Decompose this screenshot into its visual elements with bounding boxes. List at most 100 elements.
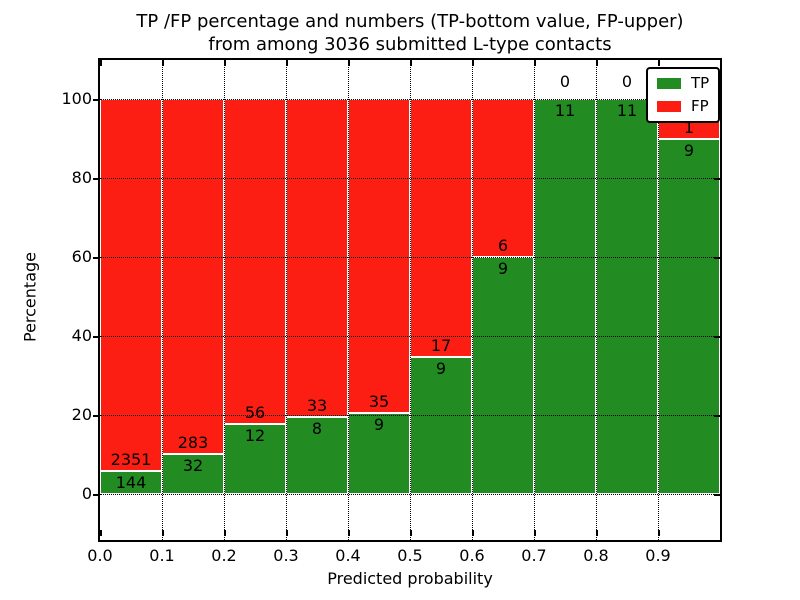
bar-count-label-tp: 144 [115,473,147,493]
x-tick-mark-top [286,60,288,66]
bar-segment-tp [162,453,224,494]
bar-segment-tp [472,257,534,494]
x-tick-mark-top [472,60,474,66]
bar-count-label-fp: 6 [497,236,509,255]
bar-segment-tp [100,471,162,494]
bar-segment-tp [596,99,658,494]
bar-count-label-fp: 33 [306,395,328,415]
x-tick-mark-top [534,60,536,66]
bar-count-label-tp: 11 [554,101,576,120]
gridline-vertical [534,60,535,540]
y-tick-mark-right [714,494,720,496]
y-tick-mark-right [714,178,720,180]
y-tick-label: 80 [71,168,92,187]
x-tick-mark-top [348,60,350,66]
chart-title-line1: TP /FP percentage and numbers (TP-bottom… [136,11,684,32]
bar-count-label-fp: 0 [621,72,633,91]
x-tick-label: 0.0 [87,546,113,565]
plot-area: 2351 144 283 32 56 12 33 8 35 9 17 9 6 9 0 11 0 11 1 9 TP FP [93,58,722,542]
y-tick-mark-right [714,257,720,259]
bar-count-label-fp: 283 [177,432,209,452]
x-tick-label: 0.9 [645,546,671,565]
bar-segment-fp [100,99,162,472]
x-tick-mark-top [410,60,412,66]
bar-segment-fp [162,99,224,454]
bar-segment-tp [658,138,720,494]
y-tick-mark-left [93,336,99,338]
bar-count-label-tp: 11 [616,101,638,120]
bar-count-label-fp: 1 [683,117,695,137]
x-tick-mark-bottom [658,530,660,536]
gridline-vertical [286,60,287,540]
legend: TP FP [646,67,721,123]
x-tick-label: 0.5 [397,546,423,565]
y-tick-label: 60 [71,247,92,266]
gridline-vertical [348,60,349,540]
x-tick-mark-bottom [348,530,350,536]
y-tick-mark-left [93,415,99,417]
x-tick-mark-top [224,60,226,66]
bar-count-label-tp: 9 [435,359,447,379]
y-tick-mark-right [714,336,720,338]
bar-count-label-tp: 9 [683,140,695,160]
x-tick-mark-top [162,60,164,66]
legend-entry-fp: FP [657,99,709,114]
y-axis-title: Percentage [20,251,40,343]
bar-count-label-fp: 35 [368,392,390,412]
bar-count-label-fp: 0 [559,72,571,91]
legend-label-tp: TP [691,74,710,92]
gridline-vertical [658,60,659,540]
bar-count-label-fp: 17 [430,336,452,356]
legend-entry-tp: TP [657,76,709,91]
gridline-vertical [224,60,225,540]
y-tick-label: 0 [81,484,92,503]
bar-count-label-tp: 32 [182,455,204,475]
legend-label-fp: FP [691,97,709,115]
x-tick-label: 0.4 [335,546,361,565]
x-tick-mark-top [596,60,598,66]
x-tick-mark-top [100,60,102,66]
x-tick-mark-bottom [472,530,474,536]
y-tick-mark-left [93,178,99,180]
x-tick-mark-top [658,60,660,66]
x-tick-label: 0.2 [211,546,237,565]
y-tick-label: 100 [61,89,92,108]
gridline-vertical [162,60,163,540]
x-tick-mark-bottom [100,530,102,536]
chart-title: TP /FP percentage and numbers (TP-bottom… [100,10,720,56]
gridline-vertical [410,60,411,540]
x-tick-mark-bottom [596,530,598,536]
bar-count-label-fp: 2351 [110,450,152,470]
x-tick-label: 0.8 [583,546,609,565]
x-tick-mark-bottom [534,530,536,536]
legend-swatch-tp [657,78,681,89]
bar-segment-fp [410,99,472,358]
bar-count-label-fp: 56 [244,403,266,423]
bar-count-label-tp: 9 [497,259,509,278]
x-tick-label: 0.3 [273,546,299,565]
y-tick-label: 20 [71,405,92,424]
x-tick-mark-bottom [286,530,288,536]
x-tick-mark-bottom [410,530,412,536]
x-tick-label: 0.7 [521,546,547,565]
y-tick-mark-left [93,494,99,496]
bar-count-label-tp: 8 [311,418,323,438]
gridline-vertical [596,60,597,540]
y-tick-mark-right [714,415,720,417]
bar-segment-tp [348,413,410,494]
x-tick-label: 0.1 [149,546,175,565]
x-axis-title: Predicted probability [327,569,493,588]
legend-swatch-fp [657,101,681,112]
gridline-vertical [472,60,473,540]
y-tick-label: 40 [71,326,92,345]
bar-count-label-tp: 12 [244,426,266,446]
bar-segment-tp [224,424,286,494]
x-tick-mark-bottom [162,530,164,536]
chart-title-line2: from among 3036 submitted L-type contact… [208,34,612,55]
y-tick-mark-left [93,99,99,101]
x-tick-label: 0.6 [459,546,485,565]
bar-segment-tp [534,99,596,494]
y-tick-mark-left [93,257,99,259]
bar-segment-fp [224,99,286,425]
